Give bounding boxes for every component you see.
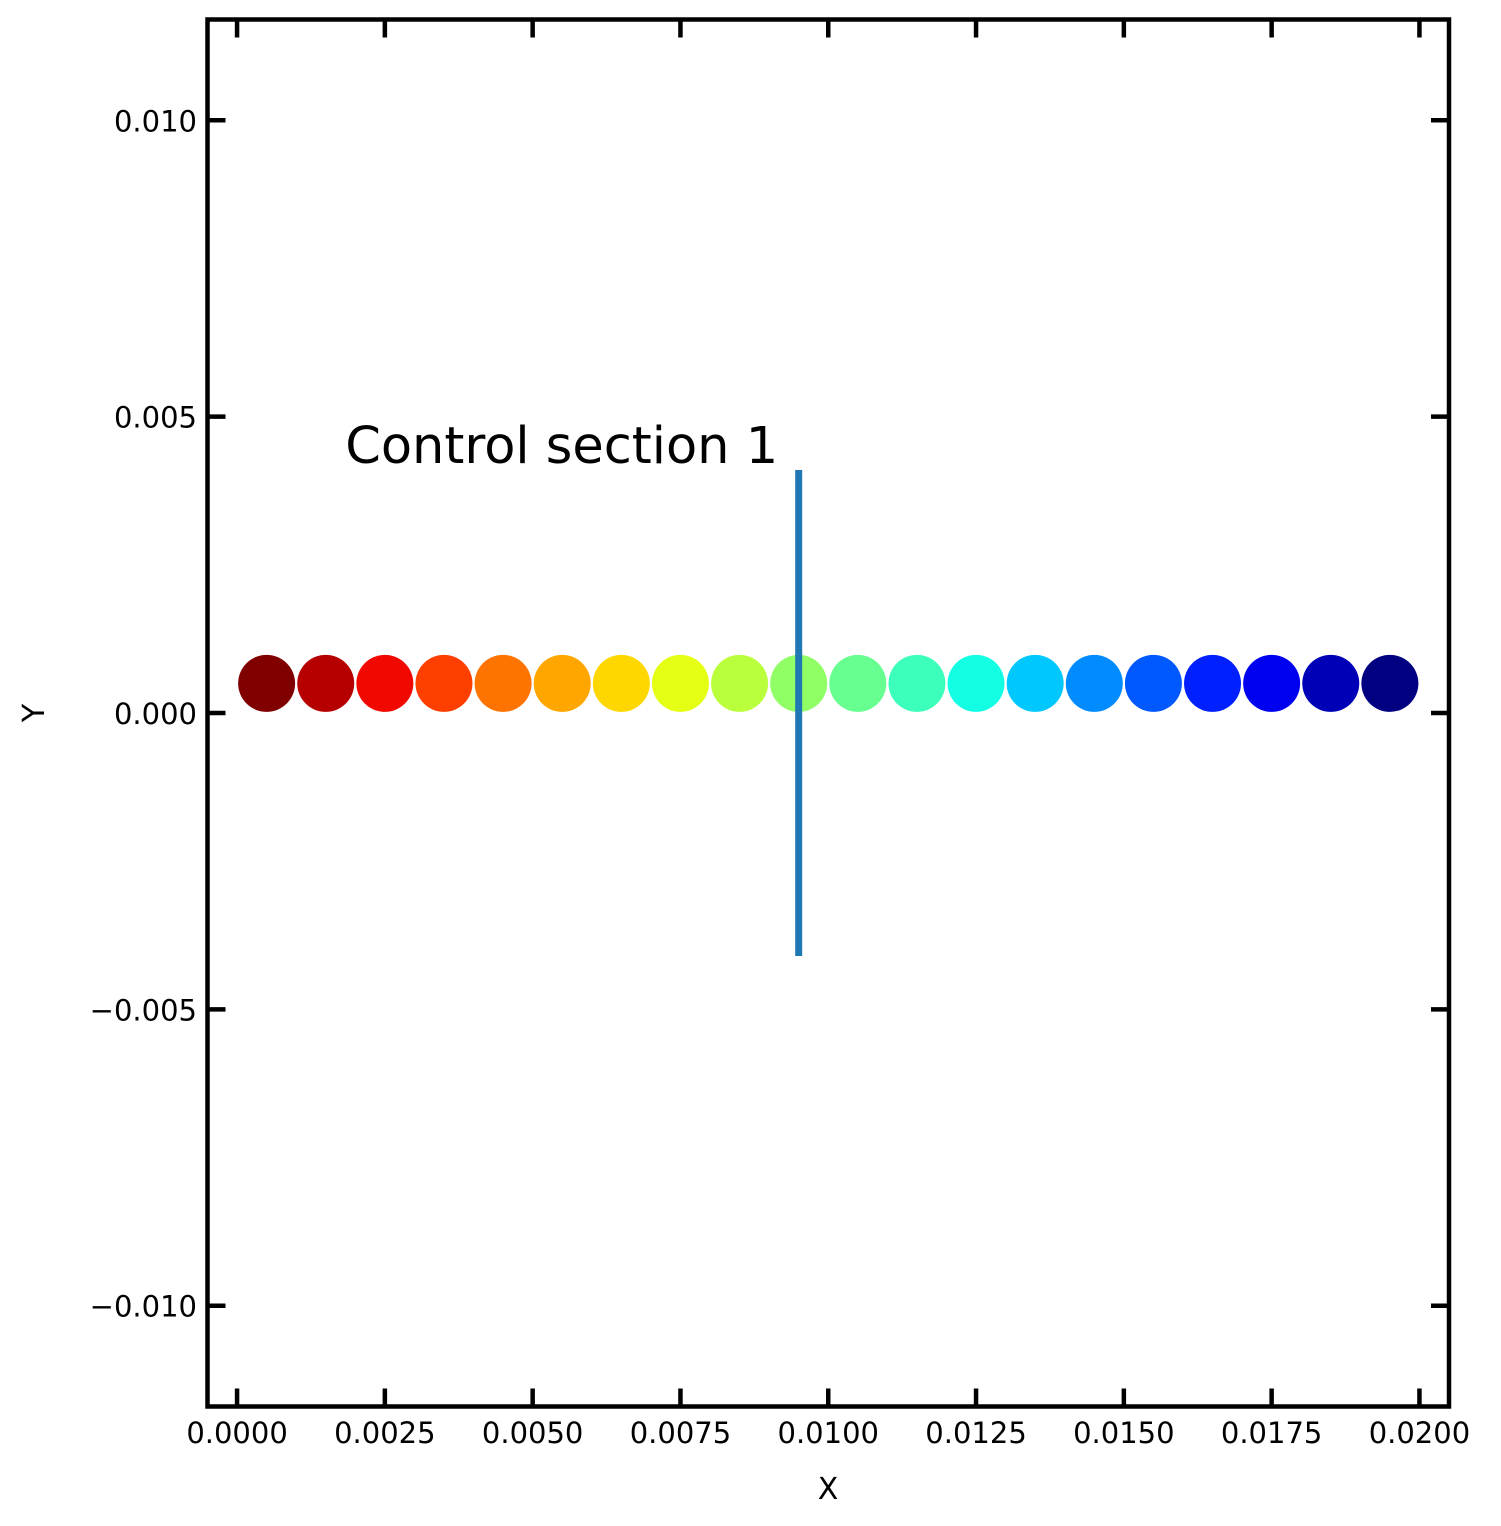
ticks-layer: 0.0000 0.0025 0.0050 0.0075 0.0100 0.0125 0.01… <box>90 19 1470 1450</box>
data-point <box>474 654 532 712</box>
data-point <box>1243 654 1301 712</box>
data-point <box>592 654 650 712</box>
data-point <box>888 654 946 712</box>
x-tick-label: 0.0175 <box>1221 1416 1322 1450</box>
y-tick-label: 0.000 <box>114 697 197 731</box>
y-tick-label: 0.010 <box>114 104 197 138</box>
data-point <box>1065 654 1123 712</box>
plot-frame <box>205 17 1452 1409</box>
x-tick-label: 0.0125 <box>925 1416 1026 1450</box>
control-section-label: Control section 1 <box>345 417 778 476</box>
x-tick-label: 0.0200 <box>1369 1416 1470 1450</box>
data-point <box>1184 654 1242 712</box>
data-point <box>1302 654 1360 712</box>
y-tick-label: −0.010 <box>90 1290 197 1324</box>
data-point <box>1361 654 1419 712</box>
x-tick-label: 0.0000 <box>186 1416 287 1450</box>
data-point <box>356 654 414 712</box>
data-point <box>947 654 1005 712</box>
data-point <box>829 654 887 712</box>
x-tick-label: 0.0150 <box>1073 1416 1174 1450</box>
y-tick-label: 0.005 <box>114 401 197 435</box>
x-tick-label: 0.0100 <box>778 1416 879 1450</box>
data-point <box>1006 654 1064 712</box>
data-point <box>711 654 769 712</box>
data-point <box>297 654 355 712</box>
data-point <box>1124 654 1182 712</box>
points-layer <box>238 654 1419 712</box>
data-point <box>651 654 709 712</box>
data-point <box>238 654 296 712</box>
x-tick-label: 0.0050 <box>482 1416 583 1450</box>
data-point <box>533 654 591 712</box>
y-tick-label: −0.005 <box>90 993 197 1027</box>
x-tick-label: 0.0025 <box>334 1416 435 1450</box>
x-tick-label: 0.0075 <box>630 1416 731 1450</box>
x-axis-label: X <box>818 1472 839 1507</box>
data-point <box>415 654 473 712</box>
y-axis-label: Y <box>17 703 52 723</box>
